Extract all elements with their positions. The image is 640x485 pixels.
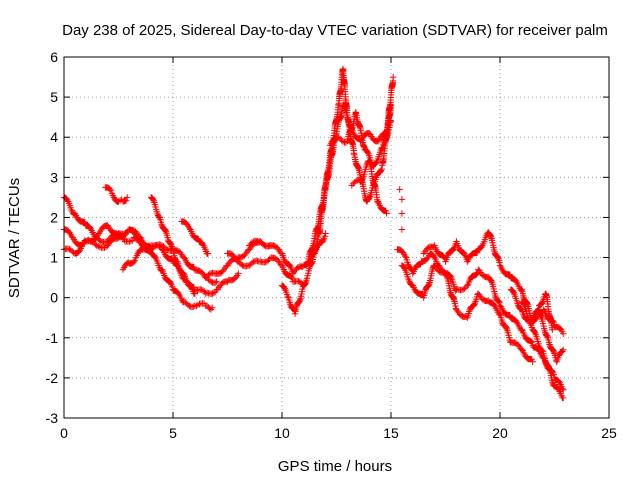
y-tick-label: -3 (46, 410, 59, 426)
series-track-7 (178, 218, 212, 257)
data-point-markers (148, 194, 198, 297)
x-tick-label: 15 (383, 425, 399, 441)
series-track-6 (148, 194, 198, 297)
data-point-markers (529, 290, 556, 333)
x-tick-label: 25 (601, 425, 617, 441)
y-tick-label: 5 (50, 89, 58, 105)
data-point-markers (102, 184, 131, 205)
data-point-markers (278, 65, 395, 317)
data-point-markers (396, 186, 406, 233)
data-point-markers (398, 262, 536, 365)
y-tick-label: 3 (50, 169, 58, 185)
data-point-markers (224, 250, 307, 289)
series-isolated (396, 186, 406, 233)
x-tick-label: 10 (274, 425, 290, 441)
x-axis-label: GPS time / hours (278, 458, 392, 475)
series-track-20 (529, 290, 556, 333)
x-tick-label: 20 (492, 425, 508, 441)
y-tick-label: -1 (46, 330, 59, 346)
series-track-12 (305, 73, 397, 265)
data-point-markers (394, 246, 567, 394)
data-point-markers (60, 222, 242, 297)
series-track-2 (60, 222, 242, 297)
series-track-16 (398, 262, 536, 365)
series-layer (60, 65, 567, 402)
data-point-markers (348, 157, 390, 217)
y-tick-label: 6 (50, 49, 58, 65)
y-tick-label: 1 (50, 250, 58, 266)
series-track-14 (348, 157, 390, 217)
series-track-15 (394, 246, 567, 394)
y-tick-label: 2 (50, 209, 58, 225)
series-track-9 (224, 250, 307, 289)
plot-frame (63, 56, 610, 419)
y-tick-label: -2 (46, 370, 59, 386)
y-axis-label: SDTVAR / TECUs (6, 178, 23, 298)
chart-title: Day 238 of 2025, Sidereal Day-to-day VTE… (62, 22, 608, 39)
grid-layer (64, 57, 609, 418)
series-track-4 (102, 184, 131, 205)
series-track-11 (278, 65, 395, 317)
y-tick-label: 0 (50, 290, 58, 306)
tick-layer: 0 5 10 15 20 25 -3 -2 -1 0 1 2 3 4 5 6 (46, 49, 617, 441)
x-tick-label: 0 (60, 425, 68, 441)
series-track-5 (119, 242, 153, 273)
data-point-markers (305, 73, 397, 265)
y-tick-label: 4 (50, 129, 58, 145)
data-point-markers (119, 242, 153, 273)
x-tick-label: 5 (169, 425, 177, 441)
data-point-markers (178, 218, 212, 257)
